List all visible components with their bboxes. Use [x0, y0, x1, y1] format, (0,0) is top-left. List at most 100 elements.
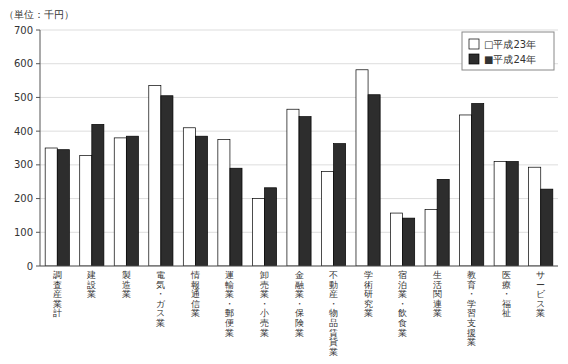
- x-tick-label-char: 製: [122, 270, 131, 280]
- y-tick: [36, 97, 40, 98]
- x-tick-label-char: 泊: [398, 280, 407, 290]
- bar: [195, 136, 207, 266]
- y-tick-label: 200: [14, 193, 33, 204]
- bar: [92, 124, 104, 266]
- y-tick-label: 700: [14, 25, 33, 36]
- x-tick-label-char: 福: [502, 299, 511, 309]
- x-tick-label-char: 業: [87, 289, 96, 299]
- x-tick-label: 卸売業・小売業: [260, 270, 269, 338]
- x-tick-label-char: 売: [260, 318, 269, 328]
- x-tick-label-char: 物: [329, 308, 338, 318]
- x-tick-label-char: 飲: [398, 308, 407, 318]
- x-tick-label-char: 教: [467, 270, 476, 280]
- x-tick-label-char: 設: [87, 280, 96, 290]
- y-axis-line: [40, 30, 41, 266]
- x-tick-label: 建設業: [86, 270, 96, 299]
- bar: [437, 179, 449, 266]
- bar: [287, 109, 299, 266]
- y-tick: [36, 131, 40, 132]
- legend-label: ■平成24年: [484, 54, 536, 65]
- x-tick-label-char: 売: [260, 280, 269, 290]
- x-tick-label-char: ・: [295, 299, 304, 309]
- x-tick-label-char: サ: [536, 270, 545, 280]
- x-tick-label-char: 調: [53, 270, 62, 280]
- x-tick-label-char: ス: [536, 299, 545, 309]
- x-tick-label: 教育・学習支援業: [467, 270, 476, 347]
- x-tick-label: 学術研究業: [364, 270, 373, 318]
- x-tick-label-char: 計: [53, 308, 62, 318]
- x-tick-label-char: ビ: [536, 289, 546, 299]
- x-tick-label-char: 業: [433, 308, 442, 318]
- x-tick-label-char: ガ: [156, 299, 166, 309]
- bar: [529, 167, 541, 266]
- x-tick-label: 調査産業計: [53, 270, 62, 318]
- x-tick-label-char: 運: [225, 270, 234, 280]
- bar: [80, 155, 92, 266]
- bar: [334, 144, 346, 266]
- x-tick-label: 情報通信業: [190, 270, 200, 318]
- x-tick-label-char: 便: [225, 318, 234, 328]
- x-tick-label-char: 保: [295, 308, 304, 318]
- x-tick-label-char: 小: [260, 308, 269, 318]
- y-tick-label: 300: [14, 159, 33, 170]
- x-tick-label: 金融業・保険業: [295, 270, 304, 338]
- x-tick-label-char: 術: [364, 280, 373, 290]
- bar: [403, 218, 415, 266]
- x-tick-label-char: 卸: [260, 270, 269, 280]
- x-tick-label-char: 関: [433, 289, 442, 299]
- x-tick-label-char: 金: [295, 270, 304, 280]
- series: [57, 95, 553, 266]
- grid-line: [40, 266, 558, 267]
- bar: [356, 70, 368, 266]
- x-tick-label: 電気・ガス業: [156, 270, 166, 328]
- y-tick: [36, 198, 40, 199]
- x-tick-label-char: ・: [260, 299, 269, 309]
- x-tick-label: 宿泊業・飲食業: [398, 270, 407, 338]
- bar: [149, 86, 161, 266]
- bar: [391, 213, 403, 266]
- grid: [40, 30, 558, 266]
- y-axis-label: （単位：千円）: [4, 9, 74, 20]
- x-tick-label-char: 業: [329, 347, 338, 357]
- x-tick-label-char: 研: [364, 289, 373, 299]
- x-tick-label-char: 情: [190, 270, 200, 280]
- x-tick-label-char: 動: [329, 280, 338, 290]
- series: [45, 70, 541, 266]
- y-tick: [36, 63, 40, 64]
- y-tick: [36, 30, 40, 31]
- x-tick-label-char: 業: [122, 289, 131, 299]
- bar: [114, 138, 126, 266]
- x-tick-label-char: 学: [364, 270, 373, 280]
- x-tick-label-char: ・: [502, 289, 511, 299]
- x-tick-label-char: 業: [260, 289, 269, 299]
- bar: [506, 161, 518, 266]
- x-tick-label-char: 産: [53, 289, 62, 299]
- x-tick-label-char: 連: [433, 299, 442, 309]
- bar: [252, 199, 264, 266]
- x-tick-label-char: 賃: [329, 328, 338, 338]
- x-tick-label-char: 業: [295, 289, 304, 299]
- y-tick: [36, 266, 40, 267]
- x-tick-label-char: 究: [364, 299, 373, 309]
- x-tick-label-char: 査: [53, 280, 62, 290]
- x-tick-label-char: 業: [364, 308, 373, 318]
- x-tick-label-char: 不: [329, 270, 338, 280]
- bar: [321, 172, 333, 266]
- x-tick-label-char: 業: [225, 289, 234, 299]
- x-tick-label-char: 業: [156, 318, 165, 328]
- bar: [299, 117, 311, 266]
- x-tick-label-char: ・: [225, 299, 234, 309]
- legend-swatch: [469, 54, 479, 64]
- x-tick-label-char: 業: [295, 328, 304, 338]
- x-tick-label-char: 輸: [225, 280, 234, 290]
- x-tick-label-char: 業: [191, 308, 200, 318]
- bar: [494, 161, 506, 266]
- x-tick-label-char: 学: [467, 299, 476, 309]
- x-tick-label-char: 郵: [225, 308, 234, 318]
- x-tick-label-char: 通: [191, 289, 200, 299]
- bar: [472, 103, 484, 266]
- x-tick-label-char: 業: [398, 328, 407, 338]
- grid-line: [40, 30, 558, 31]
- x-tick-label: 生活関連業: [433, 270, 442, 318]
- x-tick-label-char: 気: [156, 280, 165, 290]
